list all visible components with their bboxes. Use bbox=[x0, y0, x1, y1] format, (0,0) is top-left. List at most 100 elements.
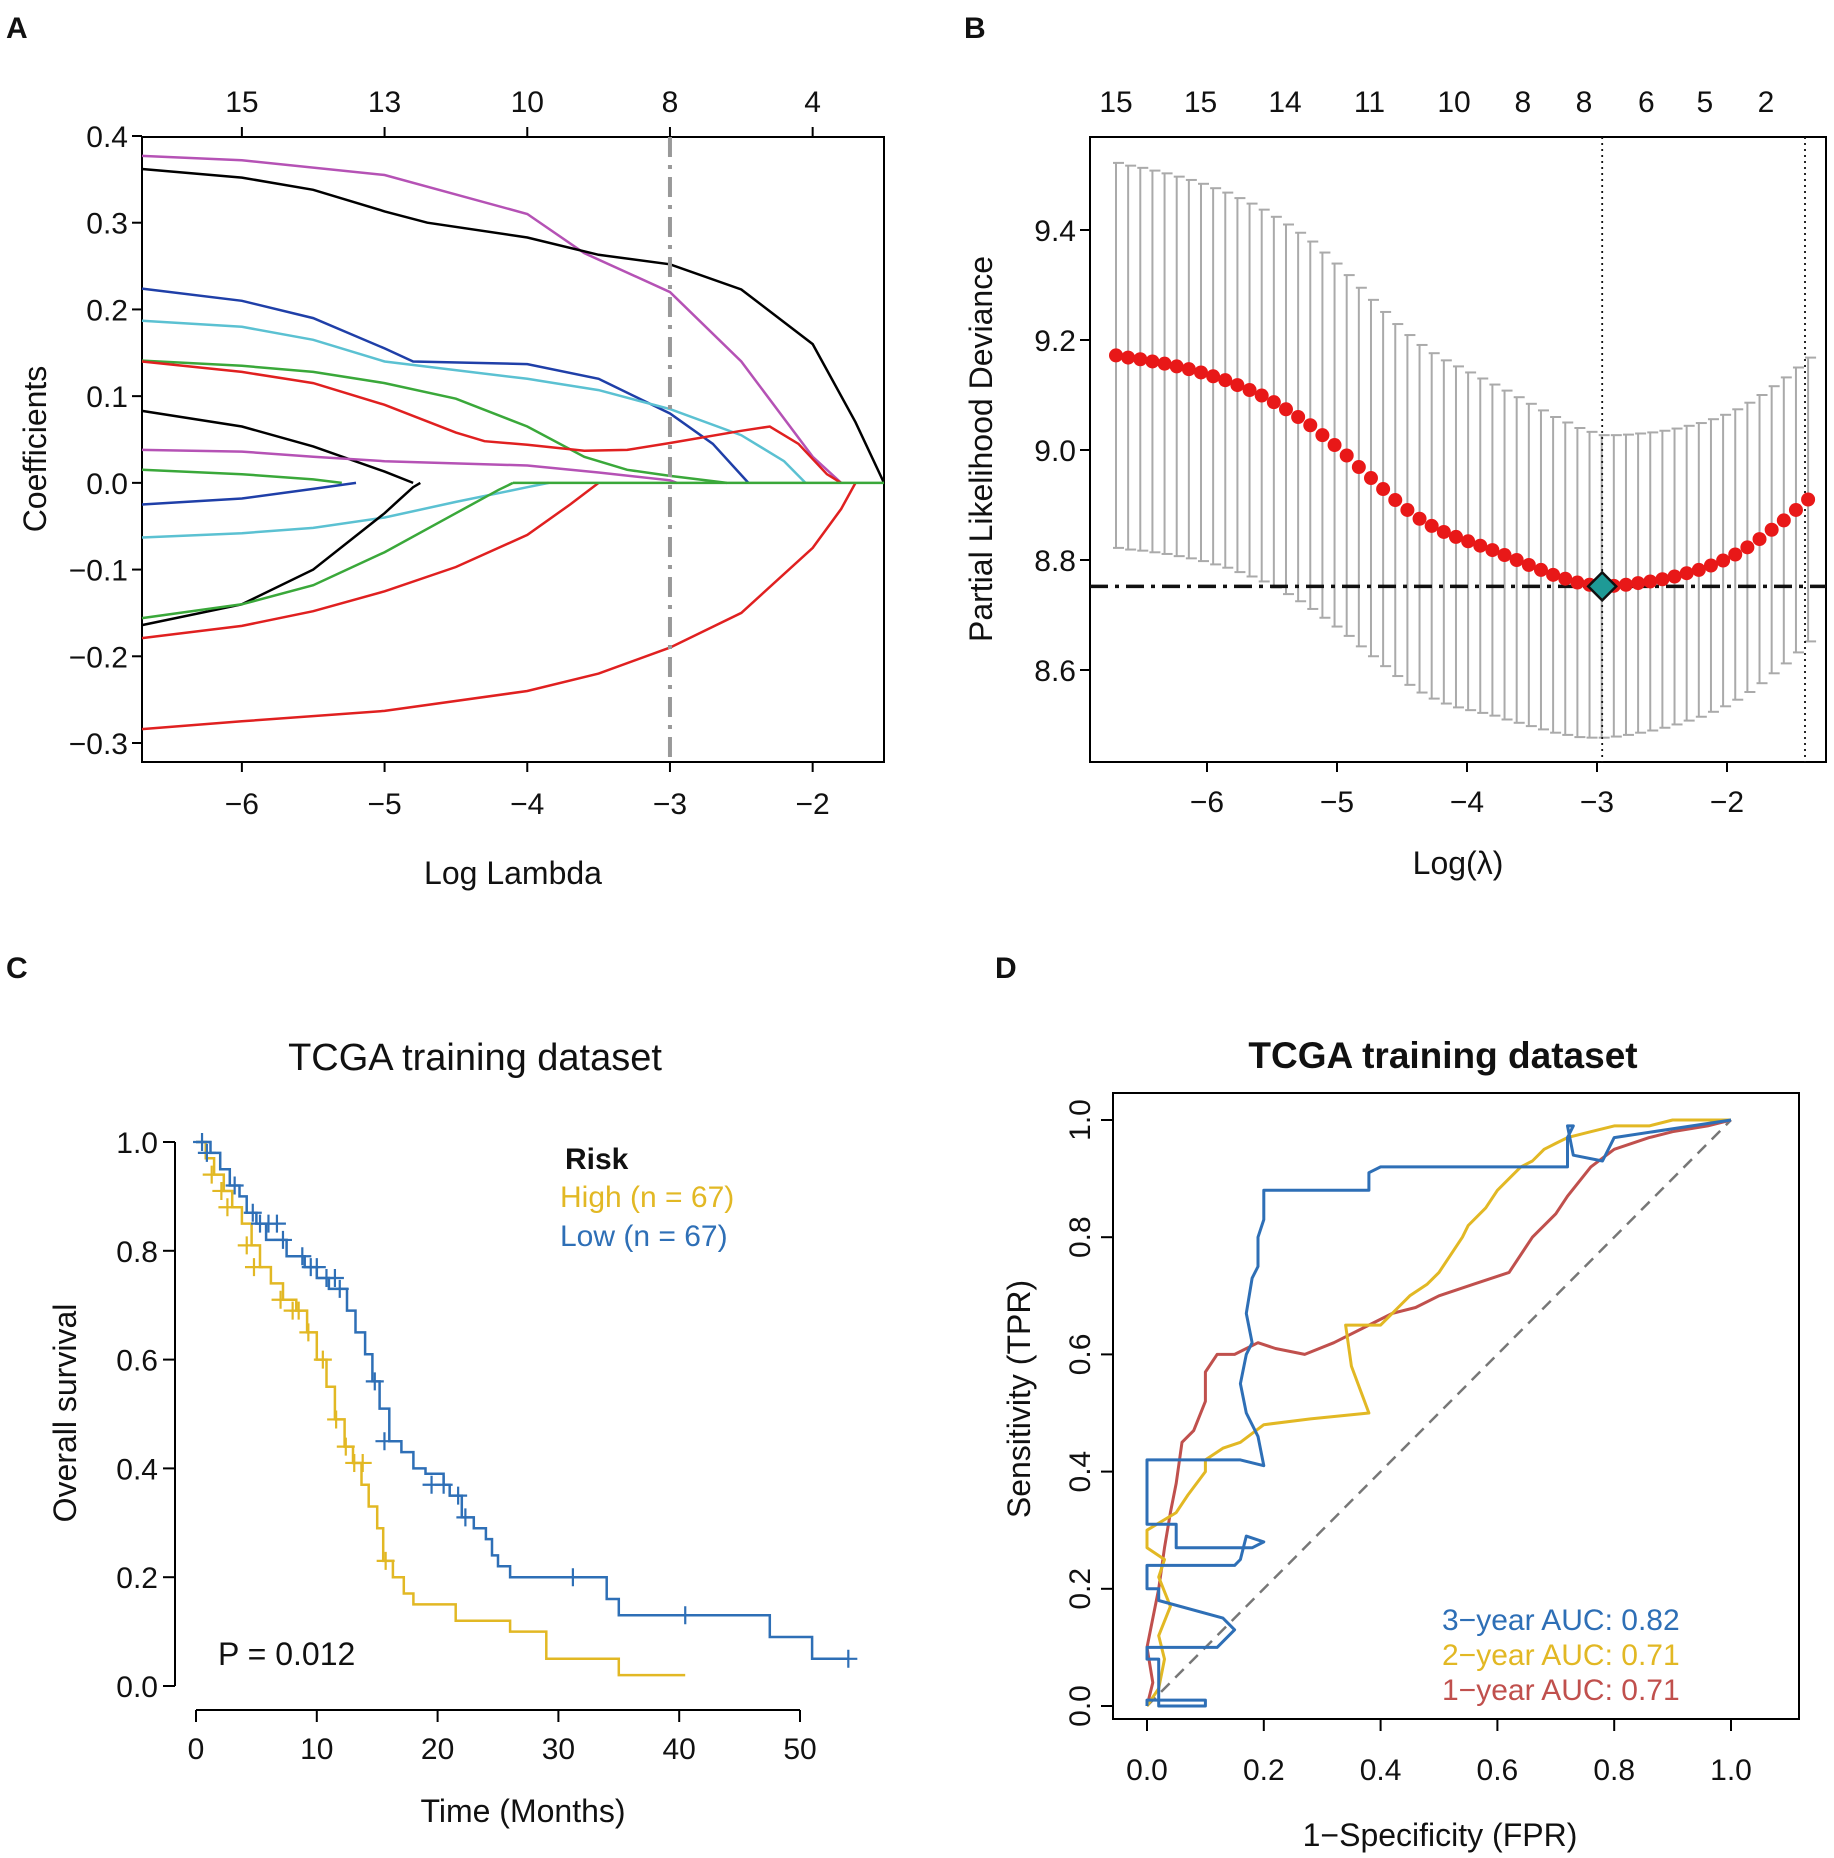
panel-b-y-label: Partial Likelihood Deviance bbox=[963, 256, 999, 642]
deviance-point bbox=[1473, 538, 1488, 553]
panel-c-censor-marks bbox=[193, 1133, 858, 1668]
deviance-point bbox=[1618, 577, 1633, 592]
coefficient-path-1 bbox=[141, 167, 886, 484]
top-tick-label: 13 bbox=[368, 86, 401, 119]
panel-d-legend-2yr: 2−year AUC: 0.71 bbox=[1442, 1639, 1680, 1672]
censor-mark bbox=[197, 1143, 216, 1162]
y-tick-label: 0.2 bbox=[86, 294, 128, 327]
deviance-point bbox=[1764, 522, 1779, 537]
y-tick-label: 0.2 bbox=[116, 1562, 158, 1595]
censor-mark bbox=[434, 1475, 453, 1494]
censor-mark bbox=[193, 1133, 212, 1151]
deviance-point bbox=[1376, 482, 1391, 497]
panel-a-top-axis: 15 13 10 8 4 bbox=[225, 86, 821, 137]
deviance-point bbox=[1315, 428, 1330, 443]
x-tick-label: 0.8 bbox=[1593, 1754, 1635, 1787]
y-tick-label: 0.8 bbox=[1064, 1216, 1097, 1258]
deviance-point bbox=[1740, 540, 1755, 555]
deviance-point bbox=[1667, 569, 1682, 584]
deviance-point bbox=[1461, 534, 1476, 549]
y-tick-label: 1.0 bbox=[116, 1127, 158, 1160]
x-tick-label: 0.4 bbox=[1360, 1754, 1402, 1787]
censor-mark bbox=[218, 1198, 237, 1217]
y-tick-label: 8.6 bbox=[1034, 655, 1076, 688]
x-tick-label: −5 bbox=[1320, 786, 1354, 819]
top-tick-label: 15 bbox=[225, 86, 258, 119]
deviance-point bbox=[1303, 418, 1318, 433]
coefficient-path-7 bbox=[141, 448, 678, 485]
censor-mark bbox=[365, 1372, 384, 1391]
censor-mark bbox=[563, 1568, 582, 1587]
deviance-point bbox=[1776, 513, 1791, 528]
x-tick-label: 1.0 bbox=[1710, 1754, 1752, 1787]
survival-line-high bbox=[196, 1140, 686, 1677]
coefficient-path-3 bbox=[141, 319, 807, 484]
deviance-point bbox=[1133, 352, 1148, 367]
deviance-point bbox=[1412, 511, 1427, 526]
deviance-point bbox=[1121, 350, 1136, 365]
deviance-point bbox=[1509, 553, 1524, 567]
deviance-point bbox=[1436, 524, 1451, 539]
deviance-point bbox=[1230, 378, 1245, 393]
panel-label-c: C bbox=[6, 952, 28, 985]
deviance-point bbox=[1485, 543, 1500, 558]
censor-mark bbox=[307, 1258, 326, 1277]
deviance-point bbox=[1363, 471, 1378, 486]
censor-mark bbox=[267, 1214, 286, 1233]
deviance-point bbox=[1570, 575, 1585, 590]
panel-d-x-axis: 0.0 0.2 0.4 0.6 0.8 1.0 bbox=[1126, 1719, 1752, 1787]
censor-mark bbox=[325, 1269, 344, 1287]
coefficient-path-5 bbox=[141, 360, 842, 484]
y-tick-label: 0.6 bbox=[1064, 1334, 1097, 1376]
panel-c-y-label: Overall survival bbox=[47, 1304, 83, 1523]
coefficient-path-10 bbox=[141, 481, 549, 539]
x-tick-label: 30 bbox=[542, 1733, 575, 1766]
coefficient-path-14 bbox=[141, 482, 857, 731]
x-tick-label: −4 bbox=[510, 788, 544, 821]
deviance-point bbox=[1631, 576, 1646, 591]
deviance-point bbox=[1424, 518, 1439, 533]
deviance-point bbox=[1655, 572, 1670, 587]
y-tick-label: 9.2 bbox=[1034, 325, 1076, 358]
censor-mark bbox=[273, 1230, 292, 1249]
coefficient-path-6 bbox=[141, 409, 414, 485]
deviance-point bbox=[1497, 548, 1512, 563]
panel-c-x-label: Time (Months) bbox=[420, 1793, 625, 1829]
panel-a-coefficient-lines bbox=[141, 154, 886, 731]
y-tick-label: 0.0 bbox=[1064, 1685, 1097, 1727]
x-tick-label: 40 bbox=[663, 1733, 696, 1766]
roc-line-0 bbox=[1145, 1118, 1732, 1708]
y-tick-label: 0.4 bbox=[86, 121, 128, 154]
deviance-point bbox=[1291, 410, 1306, 424]
y-tick-label: 9.4 bbox=[1034, 215, 1076, 248]
coefficient-path-2 bbox=[141, 287, 750, 484]
deviance-point bbox=[1533, 562, 1548, 577]
top-tick-label: 8 bbox=[662, 86, 679, 119]
y-tick-label: 0.4 bbox=[116, 1453, 158, 1486]
censor-mark bbox=[330, 1279, 349, 1298]
censor-mark bbox=[202, 1165, 221, 1184]
survival-line-low bbox=[196, 1140, 849, 1661]
panel-d-roc-curve: TCGA training dataset 0.0 0.2 0.4 0.6 0.8 1.0… bbox=[1001, 1035, 1800, 1853]
deviance-point bbox=[1679, 566, 1694, 581]
panel-a-y-label: Coefficients bbox=[17, 366, 53, 533]
deviance-point bbox=[1181, 362, 1196, 377]
censor-mark bbox=[243, 1203, 262, 1222]
coefficient-path-0 bbox=[141, 154, 843, 484]
coefficient-path-4 bbox=[141, 359, 728, 485]
deviance-point bbox=[1691, 562, 1706, 577]
deviance-point bbox=[1109, 348, 1123, 363]
x-tick-label: −2 bbox=[1710, 786, 1744, 819]
censor-mark bbox=[336, 1437, 355, 1456]
y-tick-label: 0.4 bbox=[1064, 1451, 1097, 1493]
panel-d-x-label: 1−Specificity (FPR) bbox=[1303, 1817, 1578, 1853]
y-tick-label: 9.0 bbox=[1034, 435, 1076, 468]
top-tick-label: 15 bbox=[1099, 86, 1132, 119]
censor-mark bbox=[313, 1350, 332, 1369]
censor-mark bbox=[225, 1176, 244, 1195]
top-tick-label: 2 bbox=[1758, 86, 1775, 119]
x-tick-label: 0.2 bbox=[1243, 1754, 1285, 1787]
deviance-point bbox=[1558, 571, 1573, 586]
top-tick-label: 5 bbox=[1697, 86, 1714, 119]
panel-d-y-label: Sensitivity (TPR) bbox=[1001, 1280, 1037, 1518]
